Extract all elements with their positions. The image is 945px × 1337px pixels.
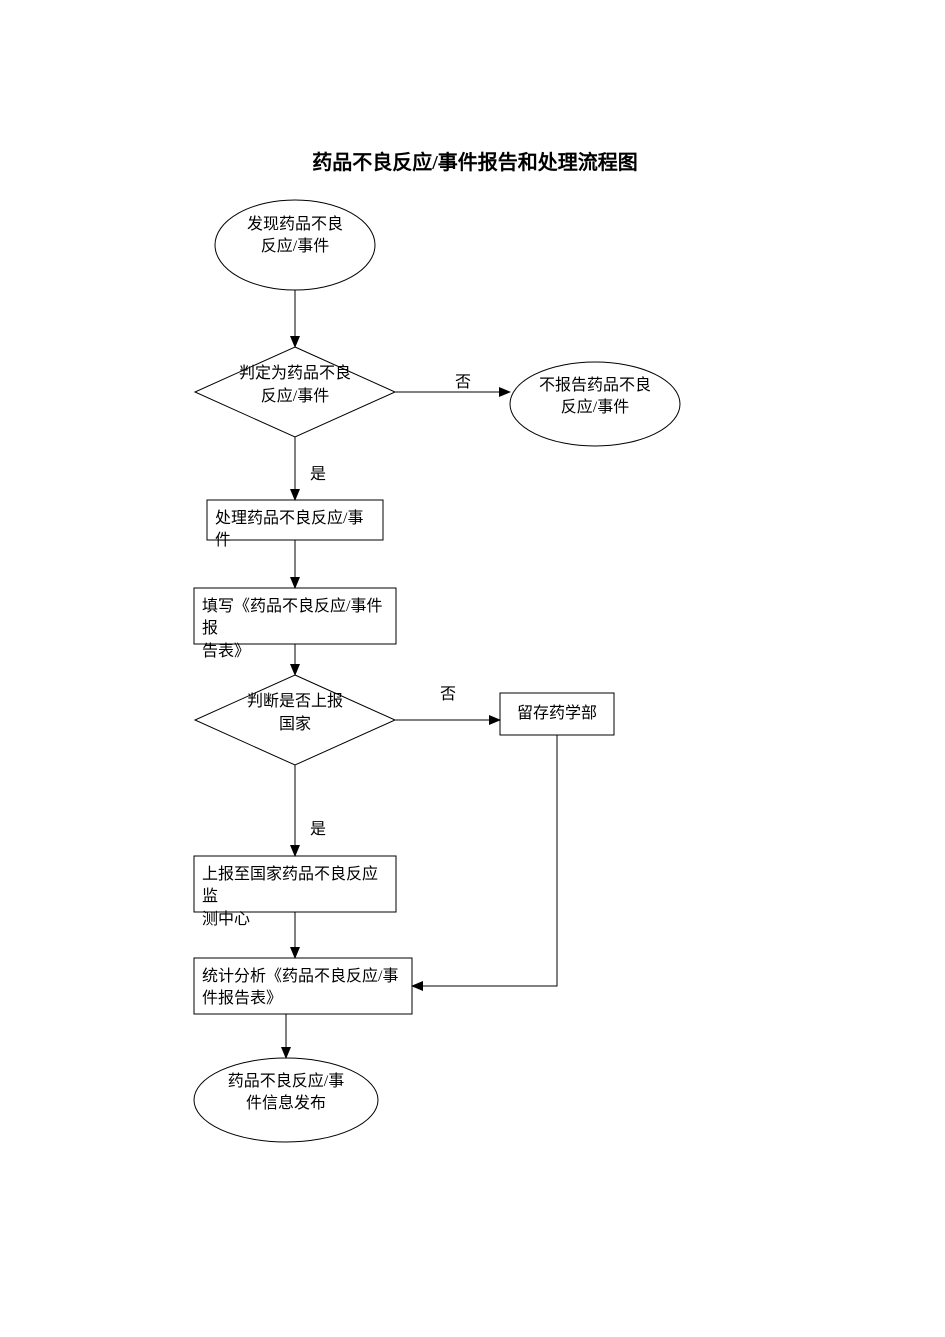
flowchart-node-label-n10: 药品不良反应/事 件信息发布 [208, 1071, 364, 1116]
flowchart-edge-label-n2-n3: 否 [455, 368, 471, 392]
flowchart-edge-label-n2-n4: 是 [310, 460, 326, 484]
flowchart-node-label-n3: 不报告药品不良 反应/事件 [523, 375, 668, 420]
flowchart-canvas [0, 0, 945, 1337]
flowchart-node-label-n4: 处理药品不良反应/事件 [215, 508, 375, 553]
flowchart-node-label-n2: 判定为药品不良 反应/事件 [225, 363, 365, 408]
flowchart-node-label-n6: 判断是否上报 国家 [225, 691, 365, 736]
flowchart-node-label-n8: 上报至国家药品不良反应监 测中心 [202, 864, 388, 931]
flowchart-node-label-n9: 统计分析《药品不良反应/事 件报告表》 [202, 966, 404, 1011]
flowchart-edge-n7-n9 [412, 735, 557, 986]
flowchart-node-label-n7: 留存药学部 [500, 703, 614, 725]
flowchart-node-label-n1: 发现药品不良 反应/事件 [227, 214, 363, 259]
flowchart-node-label-n5: 填写《药品不良反应/事件报 告表》 [202, 596, 388, 663]
flowchart-edge-label-n6-n7: 否 [440, 680, 456, 704]
flowchart-edge-label-n6-n8: 是 [310, 815, 326, 839]
